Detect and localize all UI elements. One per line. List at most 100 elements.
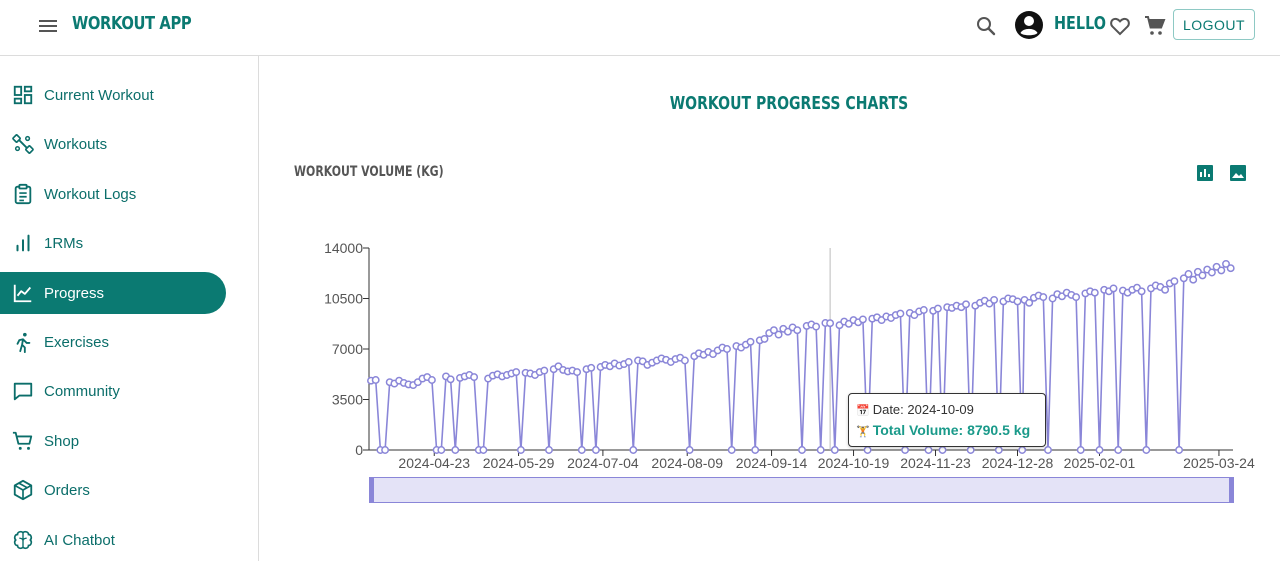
sidebar-item-current-workout[interactable]: Current Workout bbox=[0, 74, 226, 116]
search-icon[interactable] bbox=[974, 14, 998, 38]
tooltip-volume: Total Volume: 8790.5 kg bbox=[872, 422, 1031, 438]
data-point bbox=[826, 319, 835, 328]
data-point bbox=[1018, 446, 1027, 454]
data-point bbox=[962, 300, 970, 309]
zoom-handle-right[interactable] bbox=[1229, 478, 1233, 502]
sidebar-item-ai-chatbot[interactable]: AI Chatbot bbox=[0, 519, 226, 561]
sidebar-item-orders[interactable]: Orders bbox=[0, 469, 226, 511]
sidebar-item-exercises[interactable]: Exercises bbox=[0, 321, 226, 363]
data-point bbox=[1226, 264, 1235, 273]
tooltip-date: Date: 2024-10-09 bbox=[872, 402, 974, 417]
data-point bbox=[1170, 277, 1179, 286]
brain-icon bbox=[13, 530, 33, 550]
data-point bbox=[751, 446, 760, 454]
greeting-text: HELLO bbox=[1054, 13, 1106, 34]
account-icon[interactable] bbox=[1014, 10, 1044, 40]
calendar-icon: 📅 bbox=[856, 405, 870, 417]
sidebar-item-workouts[interactable]: Workouts bbox=[0, 123, 226, 165]
data-point bbox=[437, 446, 446, 454]
data-point bbox=[1222, 259, 1230, 268]
data-point bbox=[371, 376, 380, 384]
sidebar-item-label: Workout Logs bbox=[44, 185, 137, 203]
y-tick-label: 7000 bbox=[332, 341, 363, 357]
sidebar-item-1rms[interactable]: 1RMs bbox=[0, 222, 226, 264]
sidebar: Current Workout Workouts Workout Logs 1R… bbox=[0, 56, 259, 561]
x-tick-label: 2024-08-09 bbox=[651, 455, 723, 471]
data-point bbox=[573, 368, 582, 377]
y-tick-label: 0 bbox=[355, 442, 363, 458]
sidebar-item-label: 1RMs bbox=[44, 234, 84, 252]
data-point bbox=[685, 446, 694, 454]
data-point bbox=[629, 446, 638, 454]
data-point bbox=[451, 446, 460, 454]
data-point bbox=[516, 446, 525, 454]
sidebar-item-label: Current Workout bbox=[44, 86, 154, 104]
heart-icon[interactable] bbox=[1108, 14, 1132, 38]
data-point bbox=[783, 327, 792, 336]
data-point bbox=[1025, 298, 1034, 307]
chart-zoom-slider[interactable] bbox=[369, 477, 1234, 503]
data-point bbox=[863, 446, 872, 454]
sidebar-item-workout-logs[interactable]: Workout Logs bbox=[0, 173, 226, 215]
data-point bbox=[812, 322, 821, 331]
sidebar-item-progress[interactable]: Progress bbox=[0, 272, 226, 314]
data-point bbox=[540, 366, 549, 375]
data-point bbox=[919, 306, 928, 314]
app-title[interactable]: WORKOUT APP bbox=[72, 13, 192, 34]
data-point bbox=[591, 446, 600, 454]
menu-icon[interactable] bbox=[36, 14, 60, 38]
weightlifting-icon: 🏋 bbox=[856, 426, 870, 438]
data-point bbox=[545, 446, 553, 454]
data-point bbox=[381, 446, 390, 454]
data-point bbox=[723, 345, 731, 353]
data-point bbox=[1013, 297, 1022, 306]
data-point bbox=[990, 295, 999, 304]
page-title: WORKOUT PROGRESS CHARTS bbox=[669, 93, 909, 114]
sidebar-item-label: AI Chatbot bbox=[44, 531, 115, 549]
x-tick-label: 2024-12-28 bbox=[982, 455, 1054, 471]
data-point bbox=[1207, 268, 1216, 277]
line-chart-icon bbox=[13, 284, 32, 303]
chart-tooltip: 📅 Date: 2024-10-09 🏋 Total Volume: 8790.5 … bbox=[848, 393, 1046, 447]
y-tick-label: 14000 bbox=[324, 240, 363, 256]
y-tick-label: 10500 bbox=[324, 291, 363, 307]
bar-chart-icon[interactable] bbox=[1195, 163, 1215, 183]
sidebar-item-label: Shop bbox=[44, 432, 80, 450]
image-icon[interactable] bbox=[1228, 163, 1248, 183]
data-point bbox=[1072, 293, 1081, 302]
data-point bbox=[938, 446, 947, 454]
sidebar-item-label: Exercises bbox=[44, 333, 110, 351]
data-point bbox=[830, 446, 839, 454]
data-point bbox=[1142, 446, 1151, 454]
sidebar-item-community[interactable]: Community bbox=[0, 370, 226, 412]
data-point bbox=[816, 446, 825, 454]
zoom-handle-left[interactable] bbox=[370, 478, 374, 502]
dumbbell-icon bbox=[12, 134, 34, 154]
data-point bbox=[769, 326, 778, 335]
chat-icon bbox=[13, 382, 33, 401]
data-point bbox=[798, 446, 806, 454]
x-tick-label: 2024-05-29 bbox=[483, 455, 555, 471]
data-point bbox=[1048, 294, 1057, 303]
data-point bbox=[1217, 266, 1226, 275]
data-point bbox=[577, 446, 586, 454]
data-point bbox=[727, 446, 736, 454]
x-tick-label: 2024-04-23 bbox=[398, 455, 470, 471]
data-point bbox=[624, 358, 633, 366]
data-point bbox=[1198, 271, 1207, 280]
data-point bbox=[774, 330, 783, 339]
data-point bbox=[1114, 446, 1123, 454]
data-point bbox=[1184, 270, 1193, 278]
logout-button[interactable]: LOGOUT bbox=[1173, 9, 1255, 40]
cart-icon[interactable] bbox=[1143, 14, 1167, 38]
sidebar-item-label: Community bbox=[44, 382, 120, 400]
x-tick-label: 2024-07-04 bbox=[567, 455, 639, 471]
sidebar-item-shop[interactable]: Shop bbox=[0, 420, 226, 462]
x-tick-label: 2024-11-23 bbox=[900, 455, 971, 471]
dashboard-icon bbox=[13, 85, 33, 105]
x-tick-label: 2025-03-24 bbox=[1183, 455, 1255, 471]
sidebar-item-label: Progress bbox=[44, 284, 105, 302]
data-point bbox=[1039, 293, 1048, 302]
data-point bbox=[1076, 446, 1085, 454]
